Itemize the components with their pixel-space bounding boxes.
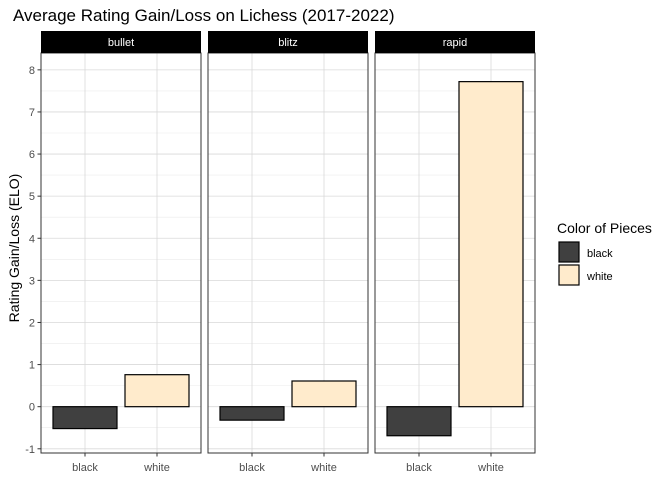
chart-title: Average Rating Gain/Loss on Lichess (201… bbox=[13, 6, 394, 25]
y-tick-label: 1 bbox=[29, 360, 35, 372]
legend: Color of Pieces black white bbox=[557, 220, 652, 286]
bar-bullet-white bbox=[124, 374, 190, 408]
bar-blitz-white bbox=[291, 380, 357, 408]
y-tick-label: 4 bbox=[29, 233, 35, 245]
legend-label: black bbox=[587, 248, 613, 260]
legend-title: Color of Pieces bbox=[557, 220, 652, 236]
x-tick-label: black bbox=[239, 462, 265, 474]
bar-blitz-black bbox=[219, 406, 285, 421]
x-tick-label: black bbox=[406, 462, 432, 474]
x-tick-label: white bbox=[143, 462, 170, 474]
facet-strip-label: blitz bbox=[278, 37, 298, 49]
legend-label: white bbox=[586, 271, 613, 283]
x-tick-label: white bbox=[310, 462, 337, 474]
legend-key-black bbox=[558, 241, 580, 263]
y-axis-title: Rating Gain/Loss (ELO) bbox=[6, 174, 22, 323]
facet-panel-rapid: rapid black white bbox=[374, 31, 536, 474]
facet-strip bbox=[208, 31, 368, 53]
y-tick-label: 2 bbox=[29, 317, 35, 329]
bar-rapid-white bbox=[458, 81, 524, 408]
facet-strip-label: bullet bbox=[108, 37, 134, 49]
bar-bullet-black bbox=[52, 406, 118, 430]
y-tick-label: -1 bbox=[25, 444, 35, 456]
y-tick-label: 0 bbox=[29, 402, 35, 414]
facet-strip bbox=[375, 31, 535, 53]
facet-strip-label: rapid bbox=[443, 37, 467, 49]
y-tick-label: 7 bbox=[29, 107, 35, 119]
y-tick-label: 8 bbox=[29, 65, 35, 77]
x-tick-label: white bbox=[477, 462, 504, 474]
legend-key-white bbox=[558, 264, 580, 286]
facet-panel-blitz: blitz black white bbox=[207, 31, 369, 474]
y-axis: -1 0 1 2 3 4 5 6 7 8 bbox=[25, 65, 41, 456]
bar-rapid-black bbox=[386, 406, 452, 437]
y-tick-label: 6 bbox=[29, 149, 35, 161]
y-tick-label: 5 bbox=[29, 191, 35, 203]
facet-strip bbox=[41, 31, 201, 53]
y-tick-label: 3 bbox=[29, 275, 35, 287]
facet-panel-bullet: bullet black white bbox=[40, 31, 202, 474]
x-tick-label: black bbox=[72, 462, 98, 474]
facet-panels: bullet black white blitz black white rapid blac… bbox=[40, 31, 536, 474]
